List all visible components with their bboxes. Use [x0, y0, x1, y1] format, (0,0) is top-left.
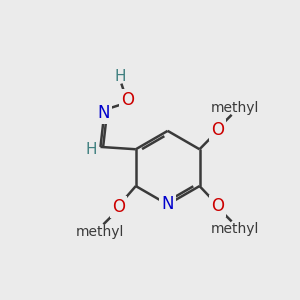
Text: H: H	[114, 69, 126, 84]
Text: methyl: methyl	[75, 225, 124, 239]
Text: methyl: methyl	[211, 101, 260, 115]
Text: N: N	[98, 104, 110, 122]
Text: O: O	[112, 198, 124, 216]
Text: N: N	[161, 196, 174, 214]
Text: O: O	[211, 121, 224, 139]
Text: O: O	[211, 197, 224, 215]
Text: O: O	[121, 91, 134, 109]
Text: methyl: methyl	[211, 222, 260, 236]
Text: H: H	[85, 142, 97, 157]
